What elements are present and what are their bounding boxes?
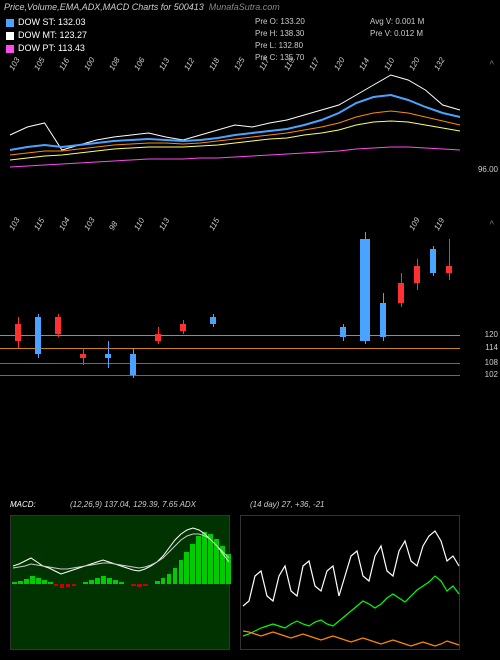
adx-panel (240, 515, 460, 650)
chart-title: Price,Volume,EMA,ADX,MACD Charts for 500… (4, 2, 280, 12)
indicator-legend: DOW ST: 132.03DOW MT: 123.27DOW PT: 113.… (6, 16, 87, 55)
candlestick-panel: 1031151041039811011311510911912011410810… (0, 215, 500, 385)
volume-stats: Avg V: 0.001 MPre V: 0.012 M (370, 16, 424, 40)
macd-panel (10, 515, 230, 650)
price-ema-panel: 1031051161001081061131121181251171191171… (0, 55, 500, 185)
